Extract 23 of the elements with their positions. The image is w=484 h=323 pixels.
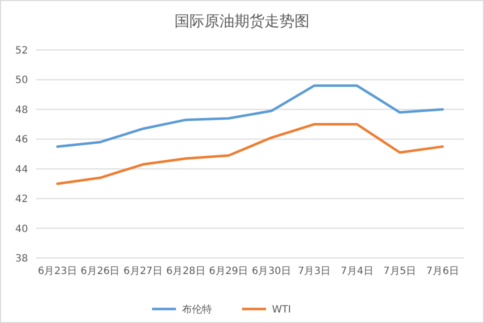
line-series	[56, 123, 444, 185]
x-tick-label: 7月4日	[340, 266, 374, 277]
x-tick-label: 7月5日	[383, 266, 416, 277]
x-tick-label: 6月23日	[38, 266, 77, 277]
y-tick-label: 38	[15, 254, 28, 264]
y-tick-label: 40	[15, 224, 28, 235]
y-tick-label: 48	[15, 104, 28, 116]
y-tick-label: 52	[15, 46, 28, 56]
y-tick-label: 44	[15, 164, 28, 176]
chart-title: 国际原油期货走势图	[174, 12, 310, 30]
x-tick-label: 7月6日	[426, 266, 459, 277]
x-tick-label: 6月27日	[123, 266, 163, 277]
x-tick-label: 6月28日	[166, 266, 206, 277]
legend-label: WTI	[272, 304, 291, 316]
line-series	[56, 84, 444, 148]
y-tick-label: 42	[15, 194, 28, 206]
x-tick-label: 6月30日	[252, 266, 291, 277]
legend-label: 布伦特	[182, 304, 212, 316]
x-tick-label: 6月26日	[80, 266, 120, 277]
y-tick-label: 50	[15, 75, 28, 86]
x-tick-label: 7月3日	[298, 266, 331, 277]
x-tick-label: 6月29日	[209, 266, 248, 277]
y-tick-label: 46	[15, 134, 28, 146]
